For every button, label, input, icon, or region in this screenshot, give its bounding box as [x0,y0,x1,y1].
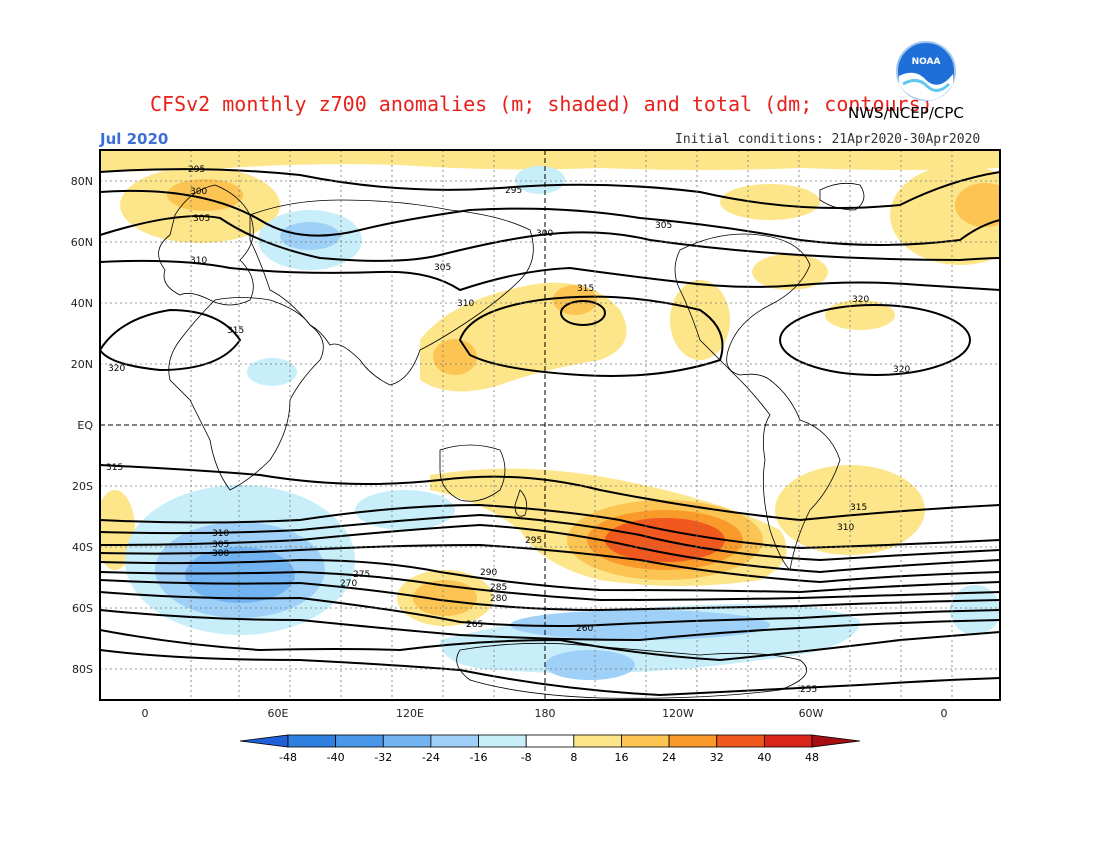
noaa-logo-text: NOAA [912,57,941,67]
svg-text:310: 310 [190,256,207,266]
chart-title: CFSv2 monthly z700 anomalies (m; shaded)… [150,92,933,116]
colorbar-tick-label: 48 [805,751,819,764]
svg-text:275: 275 [353,570,370,580]
colorbar-tick-label: 16 [614,751,628,764]
colorbar-tick-label: -16 [470,751,488,764]
svg-text:295: 295 [188,165,205,175]
equator-dateline [100,150,1000,700]
shaded-anomalies [100,150,1000,680]
colorbar-bin [668,734,718,748]
svg-text:295: 295 [525,536,542,546]
svg-text:0: 0 [941,707,948,720]
svg-text:300: 300 [212,549,229,559]
svg-text:295: 295 [505,186,522,196]
svg-text:20N: 20N [71,358,93,371]
svg-text:305: 305 [655,221,672,231]
svg-text:40S: 40S [72,541,93,554]
colorbar: -48 -40 -32 -24 -16 -8 8 16 24 32 40 48 [239,734,861,764]
svg-text:285: 285 [490,583,507,593]
svg-text:265: 265 [466,620,483,630]
colorbar-bin [430,734,479,748]
colorbar-tick-label: -40 [327,751,345,764]
svg-text:120W: 120W [662,707,694,720]
colorbar-bin [478,734,527,748]
colorbar-bin [335,734,384,748]
svg-text:310: 310 [457,299,474,309]
svg-text:320: 320 [893,365,910,375]
colorbar-tick-label: -8 [521,751,532,764]
svg-text:305: 305 [212,540,229,550]
svg-text:80S: 80S [72,663,93,676]
agency-label: NWS/NCEP/CPC [848,104,964,122]
svg-text:320: 320 [108,364,125,374]
svg-text:305: 305 [434,263,451,273]
svg-text:80N: 80N [71,175,93,188]
svg-text:305: 305 [193,214,210,224]
svg-text:60S: 60S [72,602,93,615]
svg-text:EQ: EQ [77,419,93,432]
latitude-labels: 80N 60N 40N 20N EQ 20S 40S 60S 80S [71,175,94,676]
plot-frame [99,149,1001,701]
svg-text:315: 315 [577,284,594,294]
colorbar-tick-label: -24 [422,751,440,764]
geopotential-contours [100,168,1000,697]
svg-text:60N: 60N [71,236,93,249]
colorbar-tick-label: 40 [757,751,771,764]
svg-text:60W: 60W [799,707,824,720]
colorbar-bin [763,734,813,748]
svg-text:120E: 120E [396,707,424,720]
svg-text:255: 255 [800,685,817,695]
colorbar-bin [573,734,622,748]
svg-text:315: 315 [106,463,123,473]
colorbar-tick-label: 32 [710,751,724,764]
coastlines [158,182,865,699]
colorbar-bin [621,734,670,748]
svg-text:315: 315 [227,326,244,336]
forecast-period: Jul 2020 [100,130,169,148]
svg-text:0: 0 [142,707,149,720]
colorbar-left-arrow [239,734,289,748]
longitude-labels: 0 60E 120E 180 120W 60W 0 [142,707,948,720]
svg-text:270: 270 [340,579,357,589]
initial-conditions: Initial conditions: 21Apr2020-30Apr2020 [675,132,981,147]
svg-text:300: 300 [190,187,207,197]
colorbar-bin [382,734,432,748]
svg-text:280: 280 [490,594,507,604]
svg-text:315: 315 [850,503,867,513]
colorbar-tick-label: 8 [570,751,577,764]
svg-text:310: 310 [837,523,854,533]
colorbar-bin [287,734,337,748]
svg-text:260: 260 [576,624,593,634]
colorbar-tick-label: 24 [662,751,676,764]
noaa-logo-icon: NOAA [896,41,956,101]
colorbar-tick-label: -32 [374,751,392,764]
svg-text:180: 180 [535,707,556,720]
svg-text:40N: 40N [71,297,93,310]
svg-text:290: 290 [480,568,497,578]
colorbar-right-arrow [811,734,861,748]
colorbar-bin [716,734,765,748]
colorbar-bin [525,734,575,748]
svg-text:60E: 60E [268,707,289,720]
svg-text:20S: 20S [72,480,93,493]
svg-text:310: 310 [212,529,229,539]
svg-text:320: 320 [852,295,869,305]
colorbar-tick-label: -48 [279,751,297,764]
